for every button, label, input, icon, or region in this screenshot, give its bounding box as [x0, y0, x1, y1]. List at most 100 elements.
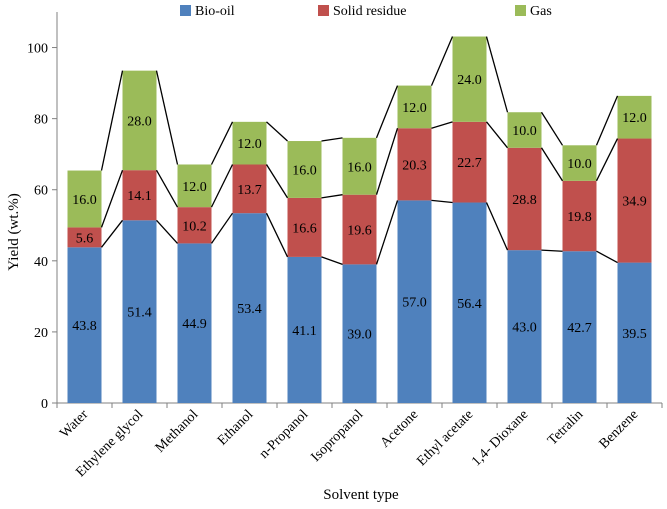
- data-label-solid-residue: 14.1: [127, 189, 152, 204]
- connector-bio-oil: [596, 250, 618, 264]
- connector-gas: [155, 70, 179, 165]
- x-tick-label: Tetralin: [545, 407, 586, 448]
- bar-gas-ethanol: [232, 121, 267, 165]
- bar-bio-oil-1-4-dioxane: [507, 250, 542, 403]
- data-label-gas: 24.0: [457, 73, 482, 88]
- bar-bio-oil-ethanol: [232, 213, 267, 403]
- y-tick-label: 80: [34, 113, 48, 128]
- data-label-bio-oil: 43.0: [512, 321, 537, 336]
- data-label-gas: 12.0: [182, 180, 207, 195]
- legend-label-bio-oil: Bio-oil: [195, 4, 235, 19]
- bar-solid-residue-isopropanol: [342, 194, 377, 265]
- bar-solid-residue-tetralin: [562, 180, 597, 252]
- bar-solid-residue-water: [67, 227, 102, 248]
- bar-solid-residue-n-propanol: [287, 197, 322, 257]
- x-tick-label: Ethanol: [215, 407, 256, 448]
- x-tick-label: Methanol: [153, 407, 202, 456]
- bar-solid-residue-methanol: [177, 207, 212, 244]
- bar-solid-residue-ethanol: [232, 164, 267, 214]
- connector-solid-residue: [595, 138, 619, 182]
- connector-bio-oil: [541, 249, 563, 252]
- x-tick-label: 1,4- Dioxane: [469, 407, 531, 469]
- bars: [67, 36, 652, 403]
- data-label-gas: 16.0: [72, 193, 97, 208]
- x-axis-title: Solvent type: [323, 487, 399, 503]
- x-tick-label: n-Propanol: [257, 407, 312, 462]
- data-label-solid-residue: 20.3: [402, 158, 427, 173]
- connector-solid-residue: [375, 128, 399, 195]
- x-tick-label: Isopropanol: [308, 407, 366, 465]
- bar-bio-oil-ethyl-acetate: [452, 202, 487, 403]
- connector-bio-oil: [210, 212, 234, 244]
- y-tick-label: 0: [41, 397, 48, 412]
- axes: [52, 12, 663, 408]
- connector-gas: [266, 121, 288, 142]
- bar-bio-oil-methanol: [177, 243, 212, 403]
- data-label-bio-oil: 42.7: [567, 321, 592, 336]
- data-label-bio-oil: 53.4: [237, 302, 262, 317]
- connector-gas: [100, 70, 124, 171]
- bar-gas-1-4-dioxane: [507, 112, 542, 148]
- data-label-gas: 10.0: [567, 157, 592, 172]
- x-tick-label: Water: [57, 407, 91, 441]
- bar-solid-residue-1-4-dioxane: [507, 147, 542, 251]
- data-label-solid-residue: 28.8: [512, 193, 537, 208]
- data-label-bio-oil: 39.0: [347, 328, 372, 343]
- connector-gas: [540, 111, 564, 146]
- y-axis-title: Yield (wt.%): [6, 193, 22, 270]
- bar-gas-benzene: [617, 95, 652, 139]
- data-label-gas: 16.0: [292, 163, 317, 178]
- bar-solid-residue-acetone: [397, 128, 432, 201]
- y-tick-label: 20: [34, 326, 48, 341]
- bar-gas-ethylene-glycol: [122, 70, 157, 171]
- data-label-solid-residue: 22.7: [457, 156, 482, 171]
- bar-gas-isopropanol: [342, 137, 377, 195]
- data-label-gas: 28.0: [127, 114, 152, 129]
- data-label-solid-residue: 16.6: [292, 221, 317, 236]
- bar-bio-oil-benzene: [617, 262, 652, 403]
- connector-bio-oil: [375, 200, 399, 265]
- connector-solid-residue: [210, 164, 234, 208]
- connector-solid-residue: [155, 169, 179, 208]
- data-label-solid-residue: 34.9: [622, 195, 647, 210]
- connector-gas: [210, 121, 234, 165]
- y-tick-label: 60: [34, 184, 48, 199]
- data-label-gas: 16.0: [347, 160, 372, 175]
- data-label-solid-residue: 13.7: [237, 183, 262, 198]
- legend-swatch-solid-residue: [318, 5, 329, 16]
- data-label-gas: 12.0: [402, 101, 427, 116]
- bar-gas-water: [67, 170, 102, 228]
- bar-solid-residue-ethylene-glycol: [122, 170, 157, 221]
- data-label-solid-residue: 5.6: [76, 231, 94, 246]
- bar-gas-tetralin: [562, 145, 597, 181]
- data-label-bio-oil: 44.9: [182, 317, 207, 332]
- legend-label-solid-residue: Solid residue: [333, 4, 407, 19]
- connector-gas: [375, 85, 399, 139]
- bar-bio-oil-tetralin: [562, 251, 597, 403]
- legend-swatch-bio-oil: [180, 5, 191, 16]
- connector-solid-residue: [485, 121, 509, 149]
- connector-bio-oil: [321, 256, 343, 265]
- bar-bio-oil-acetone: [397, 200, 432, 403]
- legend-swatch-gas: [515, 5, 526, 16]
- connector-gas: [485, 36, 509, 113]
- data-label-bio-oil: 43.8: [72, 319, 97, 334]
- data-labels: 43.8 5.6 16.0 51.4 14.1 28.0 44.9 10.2 12.0 53.4 1…: [72, 73, 647, 343]
- connector-bio-oil: [431, 199, 453, 204]
- bar-solid-residue-ethyl-acetate: [452, 121, 487, 203]
- bar-gas-acetone: [397, 85, 432, 129]
- connector-lines: [100, 36, 619, 265]
- connector-bio-oil: [485, 202, 509, 251]
- data-label-bio-oil: 39.5: [622, 327, 647, 342]
- data-label-bio-oil: 57.0: [402, 296, 427, 311]
- connector-bio-oil: [156, 219, 178, 244]
- bar-bio-oil-water: [67, 247, 102, 403]
- x-tick-label: Benzene: [597, 407, 642, 452]
- connector-gas: [595, 95, 619, 146]
- data-label-gas: 12.0: [237, 137, 262, 152]
- x-tick-label: Acetone: [378, 407, 422, 451]
- data-label-bio-oil: 56.4: [457, 297, 482, 312]
- y-tick-label: 100: [27, 42, 48, 57]
- connector-bio-oil: [100, 219, 124, 248]
